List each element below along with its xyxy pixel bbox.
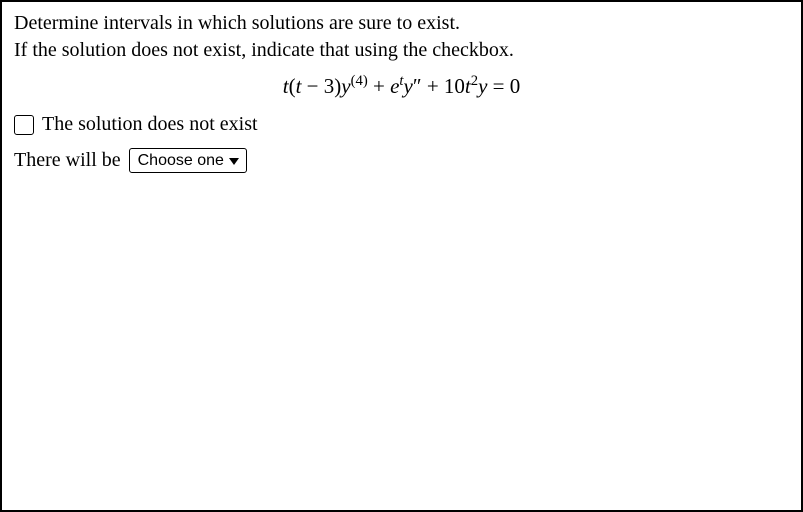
eq-eq0: = 0 <box>487 74 520 98</box>
equation: t(t − 3)y(4) + ety″ + 10t2y = 0 <box>283 74 521 98</box>
eq-sup4: (4) <box>351 73 368 89</box>
eq-10: 10 <box>444 74 465 98</box>
eq-lpar: ( <box>289 74 296 98</box>
eq-e: e <box>390 74 399 98</box>
equation-container: t(t − 3)y(4) + ety″ + 10t2y = 0 <box>14 74 789 99</box>
no-solution-row: The solution does not exist <box>14 113 789 136</box>
dropdown-selected-label: Choose one <box>138 151 224 170</box>
chevron-down-icon <box>228 156 240 166</box>
eq-3: 3 <box>324 74 335 98</box>
no-solution-checkbox[interactable] <box>14 115 34 135</box>
eq-plus2: + <box>422 74 444 98</box>
eq-y2: y <box>403 74 412 98</box>
eq-sup2: 2 <box>471 73 478 89</box>
interval-count-row: There will be Choose one <box>14 148 789 173</box>
eq-plus1: + <box>368 74 390 98</box>
prompt-line-1: Determine intervals in which solutions a… <box>14 10 789 37</box>
eq-minus: − <box>301 74 323 98</box>
eq-dprime: ″ <box>413 74 422 98</box>
question-card: Determine intervals in which solutions a… <box>0 0 803 512</box>
eq-y1: y <box>341 74 350 98</box>
interval-count-dropdown[interactable]: Choose one <box>129 148 247 173</box>
no-solution-label: The solution does not exist <box>42 113 258 136</box>
interval-count-prefix: There will be <box>14 149 121 172</box>
prompt-line-2: If the solution does not exist, indicate… <box>14 37 789 64</box>
